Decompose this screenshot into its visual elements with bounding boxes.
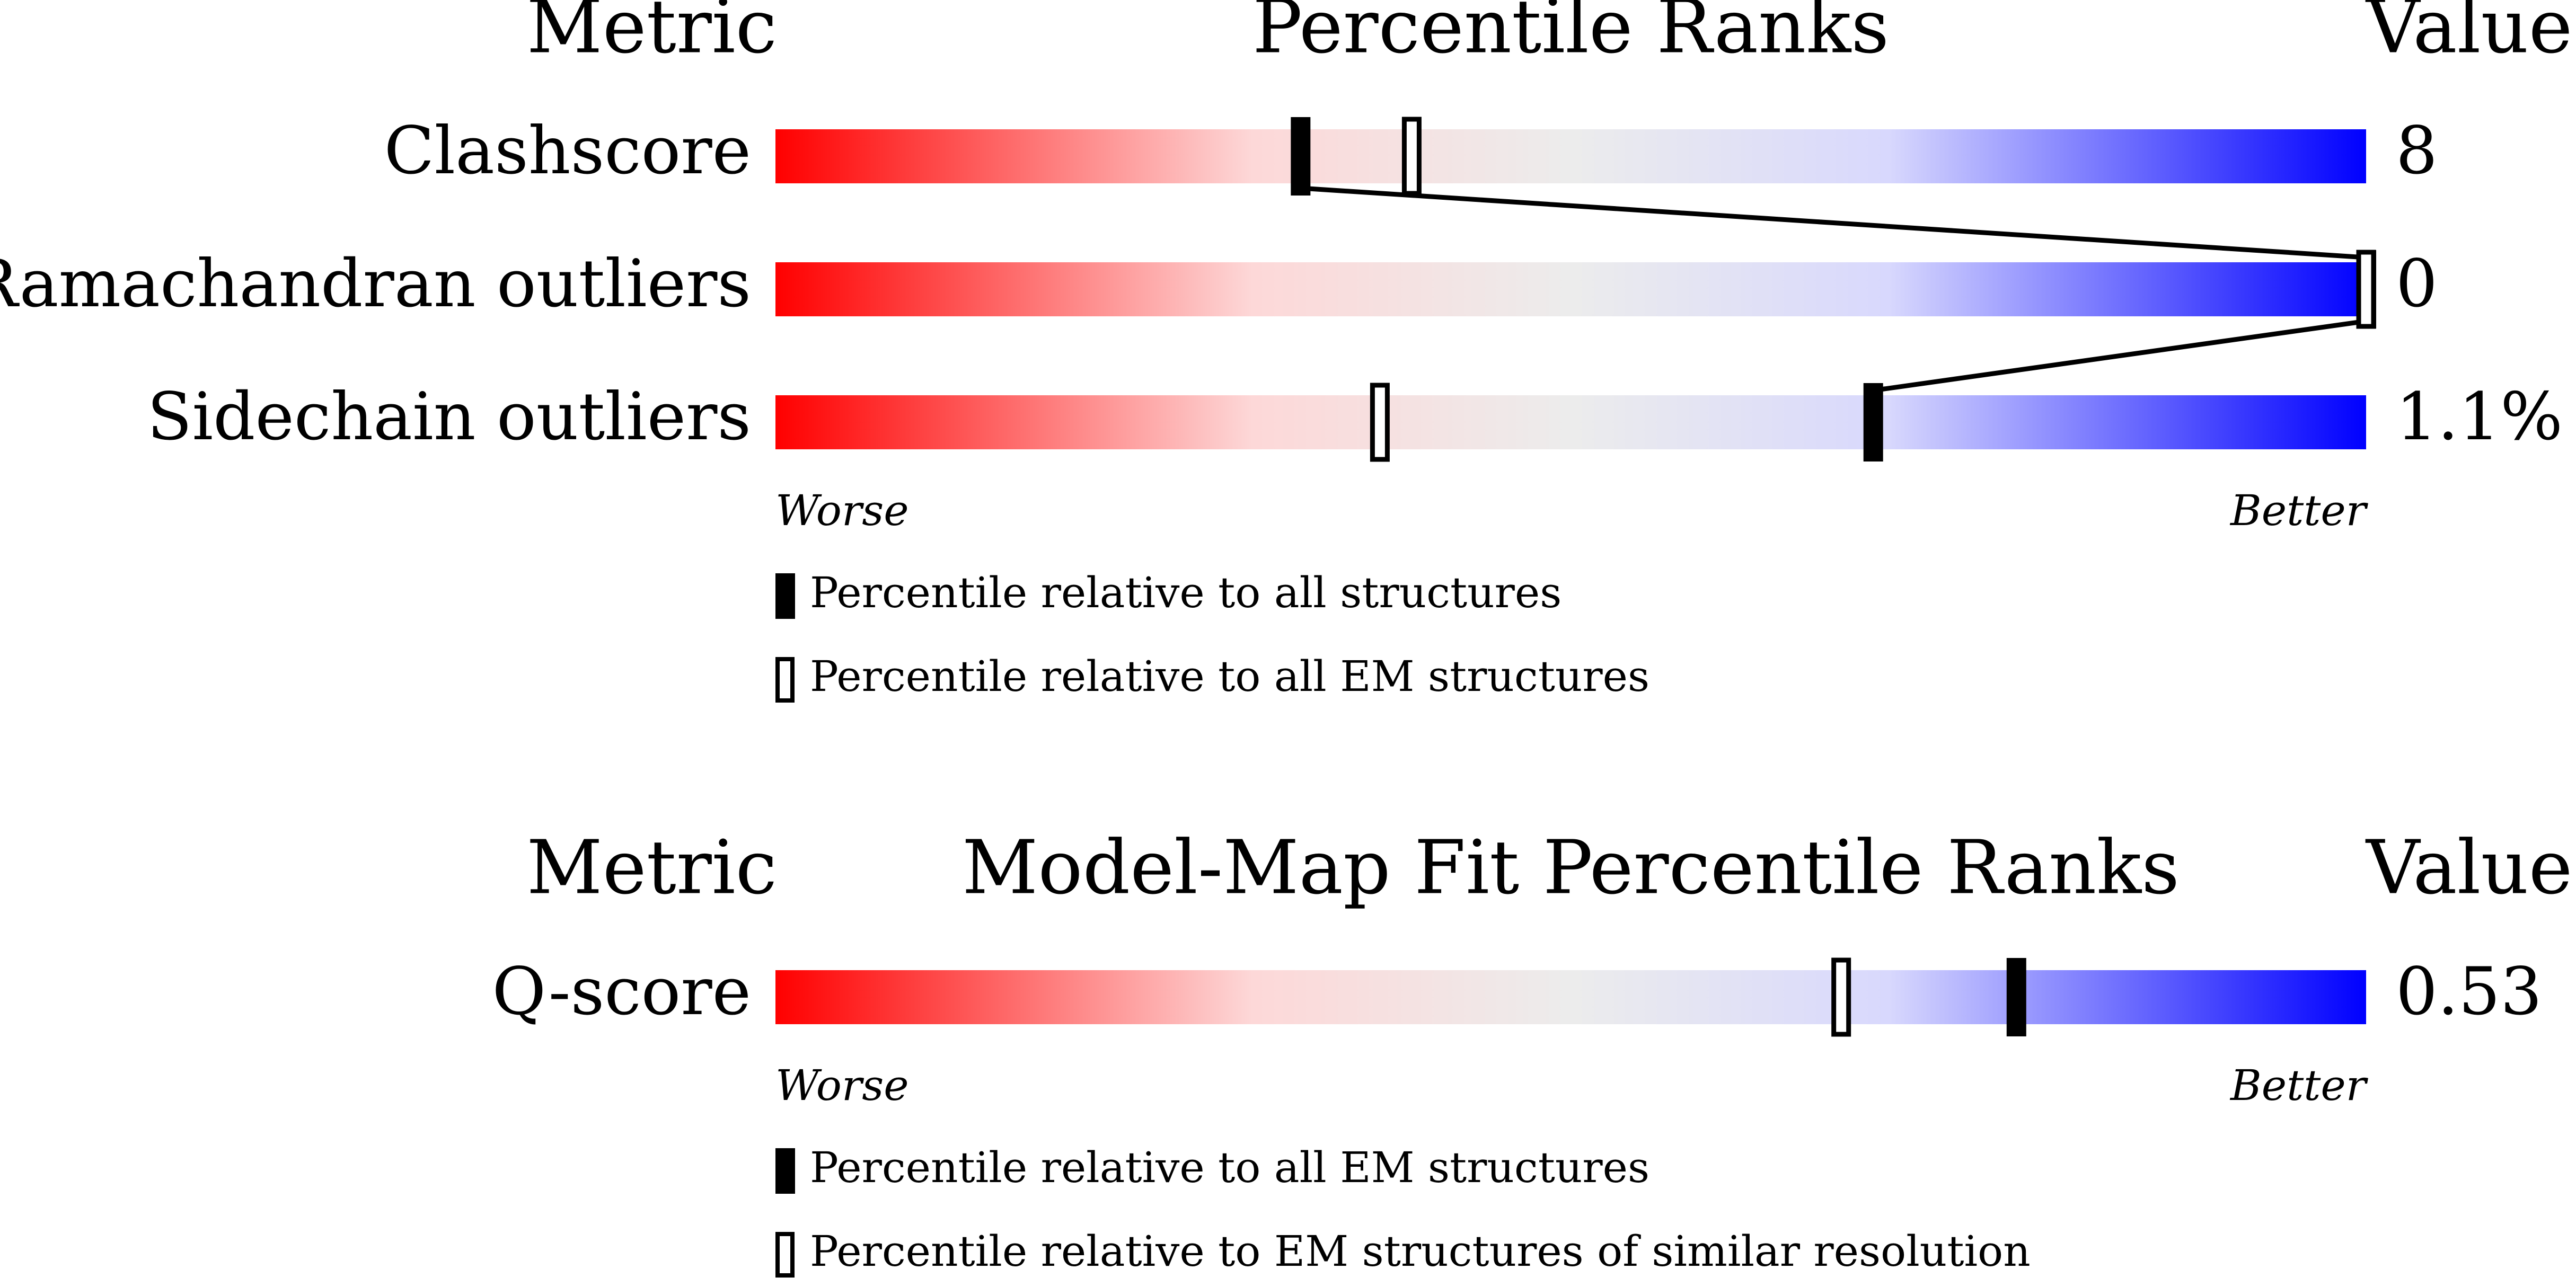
legend-icon-filled: [775, 1148, 795, 1194]
marker-filled: [1863, 383, 1883, 462]
header-metric: Metric: [526, 0, 777, 70]
marker-filled: [2006, 958, 2026, 1036]
legend-icon-filled: [775, 573, 795, 619]
metric-label: Q-score: [492, 954, 752, 1030]
legend-label: Percentile relative to all EM structures: [810, 1143, 1649, 1192]
legend-label: Percentile relative to all EM structures: [810, 652, 1649, 701]
marker-open: [1831, 957, 1851, 1037]
percentile-bar: [775, 970, 2366, 1024]
axis-high-label: Better: [2229, 486, 2369, 535]
legend-label: Percentile relative to all structures: [810, 568, 1562, 617]
legend-icon-open: [775, 1232, 795, 1277]
axis-low-label: Worse: [775, 1061, 909, 1110]
axis-high-label: Better: [2229, 1061, 2369, 1110]
metric-value: 8: [2396, 113, 2438, 189]
header-value: Value: [2365, 825, 2573, 911]
marker-filled: [1291, 117, 1311, 196]
marker-open: [1401, 117, 1422, 196]
header-title: Model-Map Fit Percentile Ranks: [962, 825, 2180, 911]
percentile-bar: [775, 129, 2366, 183]
header-title: Percentile Ranks: [1252, 0, 1889, 70]
metric-label: Clashscore: [384, 113, 751, 189]
marker-open: [1370, 383, 1390, 462]
metric-value: 0: [2396, 246, 2438, 322]
metric-value: 1.1%: [2396, 379, 2563, 455]
metric-label: Ramachandran outliers: [0, 246, 751, 322]
axis-low-label: Worse: [775, 486, 909, 535]
marker-open: [2356, 250, 2376, 329]
header-value: Value: [2365, 0, 2573, 70]
percentile-bar: [775, 395, 2366, 449]
header-metric: Metric: [526, 825, 777, 911]
metric-value: 0.53: [2396, 954, 2542, 1030]
metric-label: Sidechain outliers: [147, 379, 752, 455]
legend-icon-open: [775, 657, 795, 703]
legend-label: Percentile relative to EM structures of …: [810, 1227, 2031, 1276]
percentile-bar: [775, 262, 2366, 316]
